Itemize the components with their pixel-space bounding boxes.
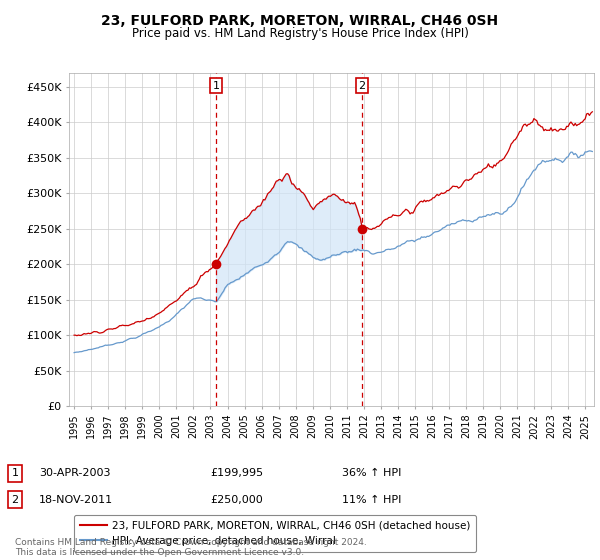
Text: £199,995: £199,995 bbox=[210, 468, 263, 478]
Text: 23, FULFORD PARK, MORETON, WIRRAL, CH46 0SH: 23, FULFORD PARK, MORETON, WIRRAL, CH46 … bbox=[101, 14, 499, 28]
Text: 1: 1 bbox=[212, 81, 220, 91]
Text: 2: 2 bbox=[358, 81, 365, 91]
Text: 18-NOV-2011: 18-NOV-2011 bbox=[39, 494, 113, 505]
Text: Contains HM Land Registry data © Crown copyright and database right 2024.
This d: Contains HM Land Registry data © Crown c… bbox=[15, 538, 367, 557]
Text: £250,000: £250,000 bbox=[210, 494, 263, 505]
Text: Price paid vs. HM Land Registry's House Price Index (HPI): Price paid vs. HM Land Registry's House … bbox=[131, 27, 469, 40]
Text: 1: 1 bbox=[11, 468, 19, 478]
Text: 11% ↑ HPI: 11% ↑ HPI bbox=[342, 494, 401, 505]
Text: 30-APR-2003: 30-APR-2003 bbox=[39, 468, 110, 478]
Text: 36% ↑ HPI: 36% ↑ HPI bbox=[342, 468, 401, 478]
Legend: 23, FULFORD PARK, MORETON, WIRRAL, CH46 0SH (detached house), HPI: Average price: 23, FULFORD PARK, MORETON, WIRRAL, CH46 … bbox=[74, 515, 476, 552]
Text: 2: 2 bbox=[11, 494, 19, 505]
